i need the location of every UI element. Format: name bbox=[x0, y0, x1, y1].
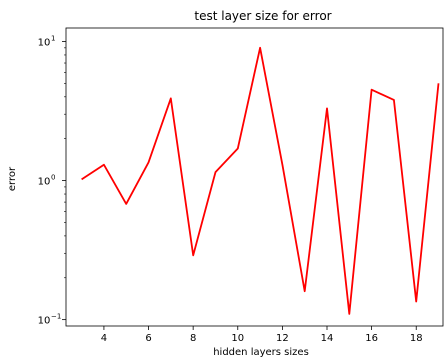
x-tick-label: 10 bbox=[231, 333, 244, 344]
x-axis: 4 6 8 10 12 14 16 18 bbox=[101, 326, 423, 344]
x-tick-label: 8 bbox=[190, 333, 196, 344]
plot-frame bbox=[65, 27, 444, 327]
x-tick-label: 6 bbox=[145, 333, 151, 344]
x-tick-label: 16 bbox=[365, 333, 378, 344]
x-tick-label: 4 bbox=[101, 333, 107, 344]
x-axis-label: hidden layers sizes bbox=[213, 347, 309, 358]
y-axis-label: error bbox=[7, 166, 18, 191]
x-tick-label: 12 bbox=[276, 333, 289, 344]
series-layer bbox=[81, 46, 440, 315]
y-tick-label: 10 bbox=[38, 316, 51, 327]
y-tick-exponent: 1 bbox=[51, 34, 55, 42]
x-tick-label: 14 bbox=[321, 333, 334, 344]
x-tick-label: 18 bbox=[410, 333, 423, 344]
series-line bbox=[81, 46, 440, 315]
y-tick-exponent: −1 bbox=[51, 313, 61, 321]
chart-title: test layer size for error bbox=[194, 9, 331, 23]
y-tick-label: 10 bbox=[38, 37, 51, 48]
y-tick-exponent: 0 bbox=[51, 174, 55, 182]
y-tick-label: 10 bbox=[38, 177, 51, 188]
